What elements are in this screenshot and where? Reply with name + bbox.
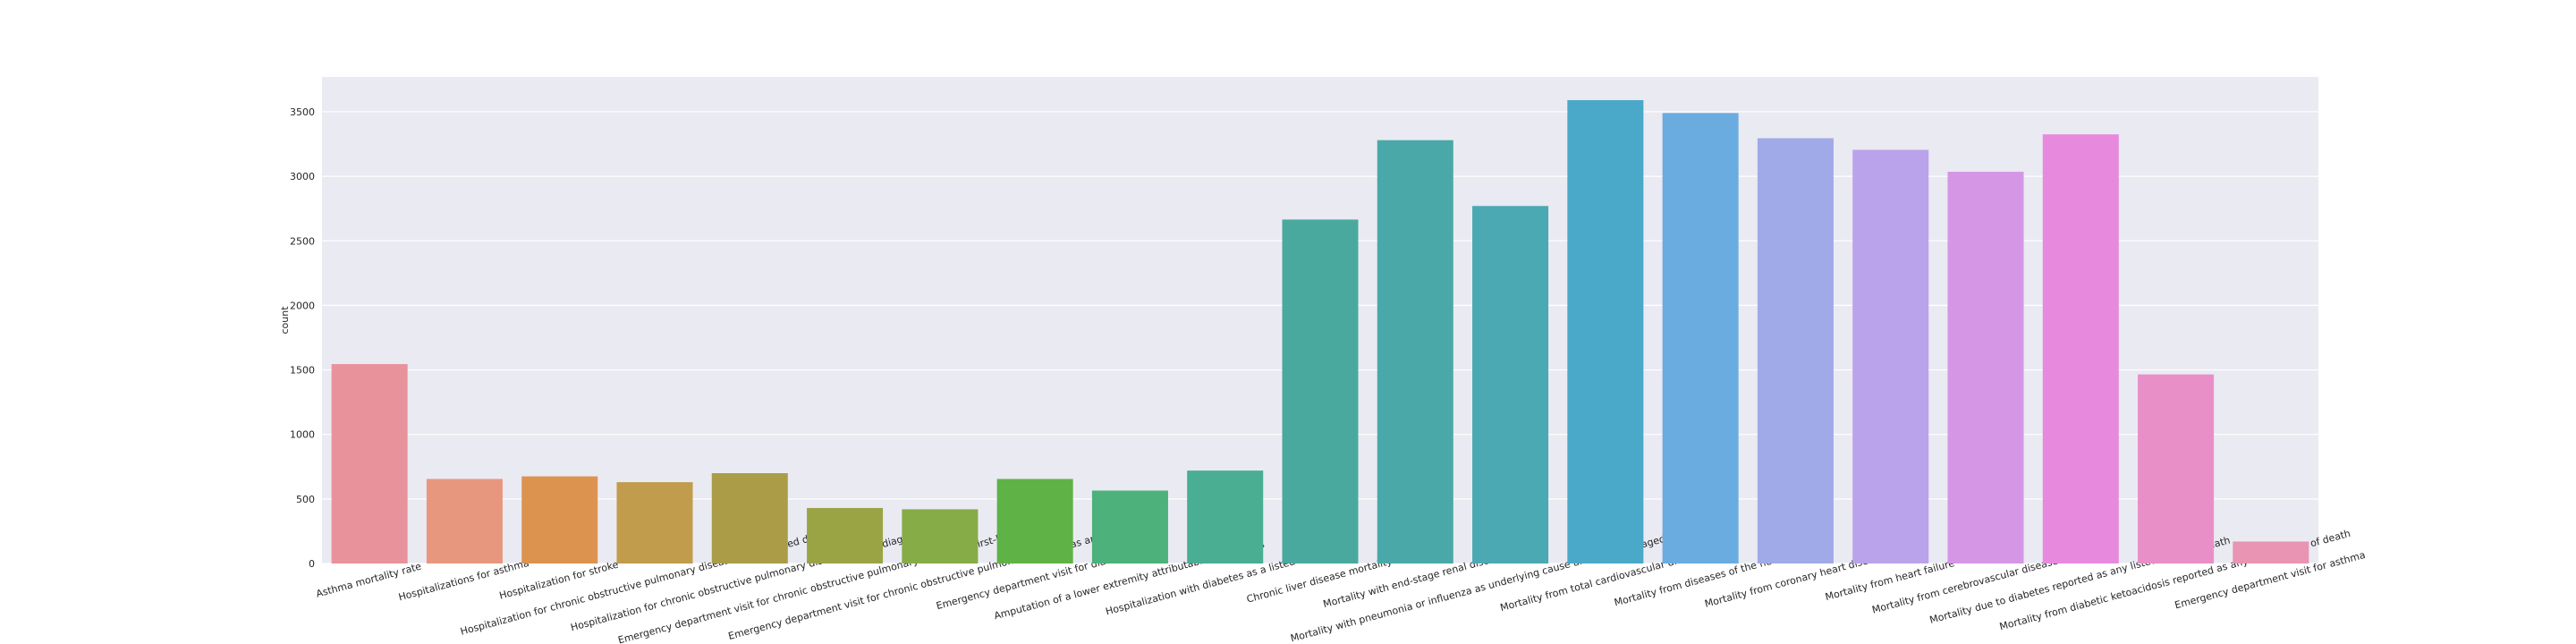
bar xyxy=(1662,113,1739,564)
bar xyxy=(902,509,979,564)
bar xyxy=(1852,149,1929,564)
y-tick-label: 0 xyxy=(309,558,315,570)
y-tick-label: 1500 xyxy=(290,365,315,377)
bar xyxy=(2138,374,2215,564)
y-tick-label: 2500 xyxy=(290,235,315,247)
y-tick-label: 1000 xyxy=(290,429,315,441)
bar xyxy=(2042,134,2119,564)
y-tick-label: 500 xyxy=(296,494,315,505)
bar xyxy=(1187,470,1264,564)
bar xyxy=(996,479,1073,564)
bar xyxy=(1947,172,2024,564)
bar xyxy=(1377,140,1453,564)
bar xyxy=(616,482,693,564)
bar xyxy=(1091,490,1168,564)
bar xyxy=(1757,138,1834,564)
y-tick-label: 2000 xyxy=(290,300,315,311)
bar xyxy=(1472,206,1549,564)
y-axis-label: count xyxy=(279,306,291,335)
bar xyxy=(1567,99,1644,564)
y-tick-label: 3500 xyxy=(290,106,315,118)
bar xyxy=(331,364,408,564)
bar xyxy=(521,476,598,564)
bar xyxy=(807,507,884,564)
bar xyxy=(1282,219,1359,564)
bar xyxy=(2233,541,2309,564)
bar xyxy=(426,479,503,564)
y-tick-label: 3000 xyxy=(290,171,315,182)
bar xyxy=(711,472,788,564)
